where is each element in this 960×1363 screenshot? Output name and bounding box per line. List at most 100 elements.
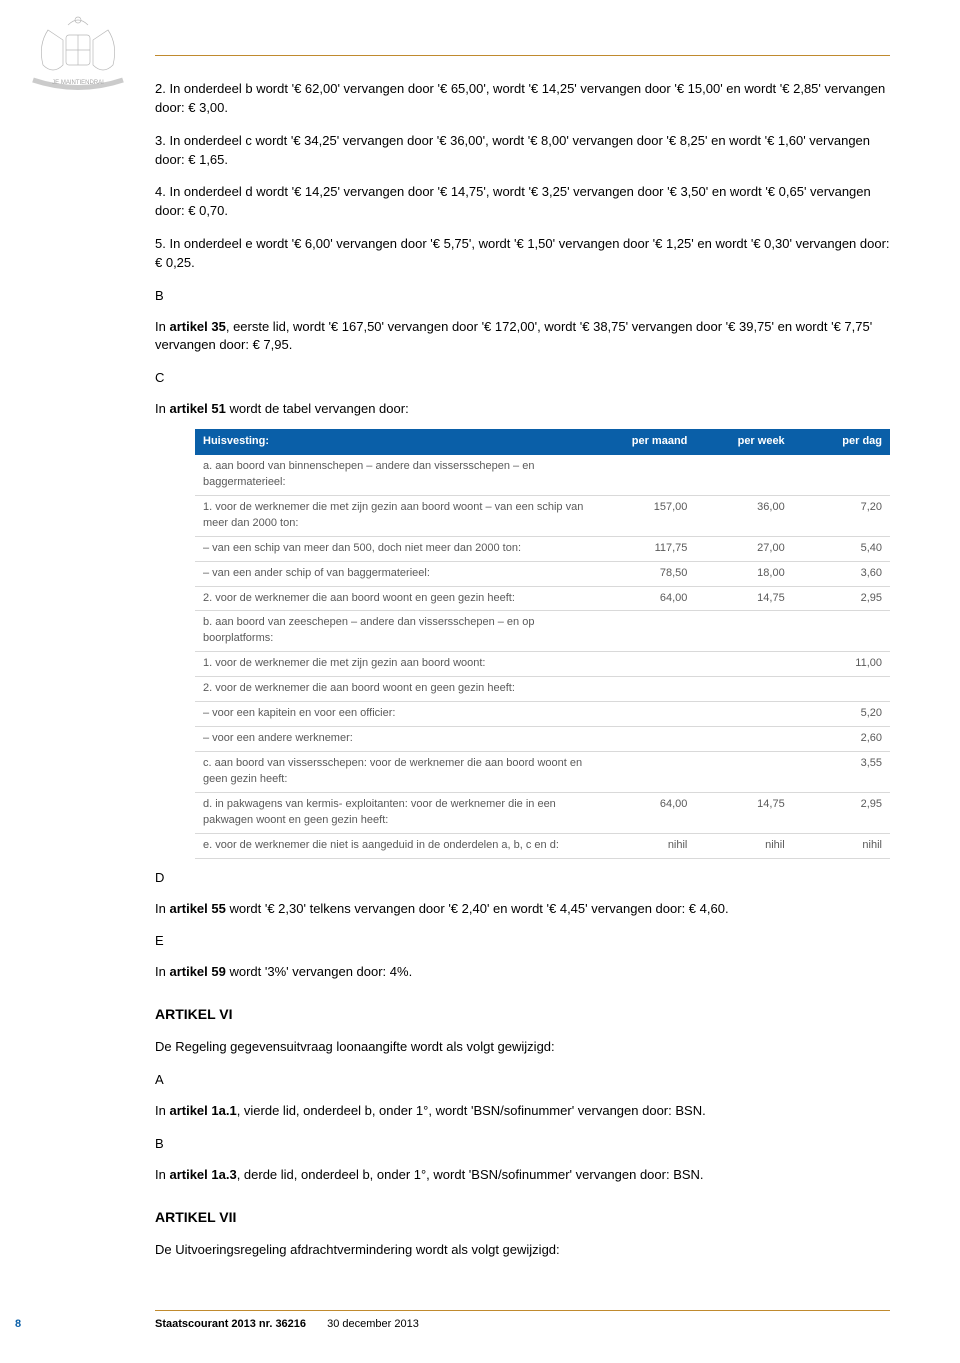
section-d-rest: wordt '€ 2,30' telkens vervangen door '€… bbox=[226, 901, 729, 916]
cell-desc: 1. voor de werknemer die met zijn gezin … bbox=[195, 495, 598, 536]
cell-week: nihil bbox=[695, 833, 792, 858]
cell-desc: – voor een kapitein en voor een officier… bbox=[195, 702, 598, 727]
cell-desc: b. aan boord van zeeschepen – andere dan… bbox=[195, 611, 598, 652]
para-5: 5. In onderdeel e wordt '€ 6,00' vervang… bbox=[155, 235, 890, 273]
cell-week bbox=[695, 611, 792, 652]
artikel-vii-intro: De Uitvoeringsregeling afdrachtverminder… bbox=[155, 1241, 890, 1260]
para-3: 3. In onderdeel c wordt '€ 34,25' vervan… bbox=[155, 132, 890, 170]
para-2: 2. In onderdeel b wordt '€ 62,00' vervan… bbox=[155, 80, 890, 118]
cell-month: nihil bbox=[598, 833, 695, 858]
section-b-letter: B bbox=[155, 287, 890, 306]
cell-month: 64,00 bbox=[598, 792, 695, 833]
cell-day bbox=[793, 455, 890, 495]
artvi-a-letter: A bbox=[155, 1071, 890, 1090]
table-row: – voor een andere werknemer:2,60 bbox=[195, 727, 890, 752]
publication-ref: Staatscourant 2013 nr. 36216 bbox=[155, 1318, 306, 1330]
cell-desc: 2. voor de werknemer die aan boord woont… bbox=[195, 586, 598, 611]
cell-desc: 1. voor de werknemer die met zijn gezin … bbox=[195, 652, 598, 677]
section-d-text: In artikel 55 wordt '€ 2,30' telkens ver… bbox=[155, 900, 890, 919]
artvi-a-text: In artikel 1a.1, vierde lid, onderdeel b… bbox=[155, 1102, 890, 1121]
artvi-b-rest: , derde lid, onderdeel b, onder 1°, word… bbox=[237, 1167, 704, 1182]
cell-day bbox=[793, 611, 890, 652]
artvi-b-letter: B bbox=[155, 1135, 890, 1154]
section-e-bold: artikel 59 bbox=[169, 964, 225, 979]
table-header-row: Huisvesting: per maand per week per dag bbox=[195, 429, 890, 455]
th-desc: Huisvesting: bbox=[195, 429, 598, 455]
svg-text:JE MAINTIENDRAI: JE MAINTIENDRAI bbox=[52, 80, 104, 86]
cell-week: 27,00 bbox=[695, 536, 792, 561]
cell-day: 7,20 bbox=[793, 495, 890, 536]
artvi-b-bold: artikel 1a.3 bbox=[169, 1167, 236, 1182]
table-row: – voor een kapitein en voor een officier… bbox=[195, 702, 890, 727]
cell-week: 18,00 bbox=[695, 561, 792, 586]
page-footer: 8 Staatscourant 2013 nr. 36216 30 decemb… bbox=[155, 1310, 890, 1333]
cell-week: 14,75 bbox=[695, 792, 792, 833]
cell-desc: – voor een andere werknemer: bbox=[195, 727, 598, 752]
cell-day bbox=[793, 677, 890, 702]
cell-month bbox=[598, 702, 695, 727]
table-row: 2. voor de werknemer die aan boord woont… bbox=[195, 677, 890, 702]
cell-day: 3,60 bbox=[793, 561, 890, 586]
section-c-bold: artikel 51 bbox=[169, 401, 225, 416]
cell-desc: – van een ander schip of van baggermater… bbox=[195, 561, 598, 586]
section-b-text: In artikel 35, eerste lid, wordt '€ 167,… bbox=[155, 318, 890, 356]
section-d-bold: artikel 55 bbox=[169, 901, 225, 916]
cell-month bbox=[598, 727, 695, 752]
huisvesting-table: Huisvesting: per maand per week per dag … bbox=[195, 429, 890, 859]
para-4: 4. In onderdeel d wordt '€ 14,25' vervan… bbox=[155, 183, 890, 221]
cell-month bbox=[598, 752, 695, 793]
section-b-prefix: In bbox=[155, 319, 169, 334]
section-d-prefix: In bbox=[155, 901, 169, 916]
cell-desc: e. voor de werknemer die niet is aangedu… bbox=[195, 833, 598, 858]
table-row: 1. voor de werknemer die met zijn gezin … bbox=[195, 652, 890, 677]
cell-day: 5,40 bbox=[793, 536, 890, 561]
cell-day: 5,20 bbox=[793, 702, 890, 727]
cell-day: 3,55 bbox=[793, 752, 890, 793]
cell-week bbox=[695, 652, 792, 677]
table-row: – van een ander schip of van baggermater… bbox=[195, 561, 890, 586]
document-body: 2. In onderdeel b wordt '€ 62,00' vervan… bbox=[155, 40, 890, 1333]
cell-desc: a. aan boord van binnenschepen – andere … bbox=[195, 455, 598, 495]
section-e-prefix: In bbox=[155, 964, 169, 979]
table-row: 1. voor de werknemer die met zijn gezin … bbox=[195, 495, 890, 536]
section-b-rest: , eerste lid, wordt '€ 167,50' vervangen… bbox=[155, 319, 872, 353]
artvi-a-prefix: In bbox=[155, 1103, 169, 1118]
artvi-b-prefix: In bbox=[155, 1167, 169, 1182]
cell-week: 14,75 bbox=[695, 586, 792, 611]
artvi-a-bold: artikel 1a.1 bbox=[169, 1103, 236, 1118]
cell-week: 36,00 bbox=[695, 495, 792, 536]
table-row: c. aan boord van vissersschepen: voor de… bbox=[195, 752, 890, 793]
cell-month: 157,00 bbox=[598, 495, 695, 536]
table-row: d. in pakwagens van kermis- exploitanten… bbox=[195, 792, 890, 833]
cell-week bbox=[695, 752, 792, 793]
table-row: e. voor de werknemer die niet is aangedu… bbox=[195, 833, 890, 858]
th-week: per week bbox=[695, 429, 792, 455]
publication-date: 30 december 2013 bbox=[327, 1318, 419, 1330]
table-row: b. aan boord van zeeschepen – andere dan… bbox=[195, 611, 890, 652]
th-month: per maand bbox=[598, 429, 695, 455]
section-c-letter: C bbox=[155, 369, 890, 388]
section-c-text: In artikel 51 wordt de tabel vervangen d… bbox=[155, 400, 890, 419]
artvi-b-text: In artikel 1a.3, derde lid, onderdeel b,… bbox=[155, 1166, 890, 1185]
artikel-vi-title: ARTIKEL VI bbox=[155, 1004, 890, 1024]
cell-desc: d. in pakwagens van kermis- exploitanten… bbox=[195, 792, 598, 833]
section-d-letter: D bbox=[155, 869, 890, 888]
cell-month: 78,50 bbox=[598, 561, 695, 586]
cell-week bbox=[695, 677, 792, 702]
crest-logo: JE MAINTIENDRAI bbox=[18, 10, 138, 100]
section-c-prefix: In bbox=[155, 401, 169, 416]
section-e-letter: E bbox=[155, 932, 890, 951]
cell-month: 64,00 bbox=[598, 586, 695, 611]
cell-desc: – van een schip van meer dan 500, doch n… bbox=[195, 536, 598, 561]
table-row: – van een schip van meer dan 500, doch n… bbox=[195, 536, 890, 561]
artvi-a-rest: , vierde lid, onderdeel b, onder 1°, wor… bbox=[237, 1103, 706, 1118]
cell-day: 11,00 bbox=[793, 652, 890, 677]
cell-month bbox=[598, 611, 695, 652]
section-e-text: In artikel 59 wordt '3%' vervangen door:… bbox=[155, 963, 890, 982]
cell-day: nihil bbox=[793, 833, 890, 858]
section-c-rest: wordt de tabel vervangen door: bbox=[226, 401, 409, 416]
artikel-vi-intro: De Regeling gegevensuitvraag loonaangift… bbox=[155, 1038, 890, 1057]
artikel-vii-title: ARTIKEL VII bbox=[155, 1207, 890, 1227]
cell-desc: c. aan boord van vissersschepen: voor de… bbox=[195, 752, 598, 793]
table-row: a. aan boord van binnenschepen – andere … bbox=[195, 455, 890, 495]
